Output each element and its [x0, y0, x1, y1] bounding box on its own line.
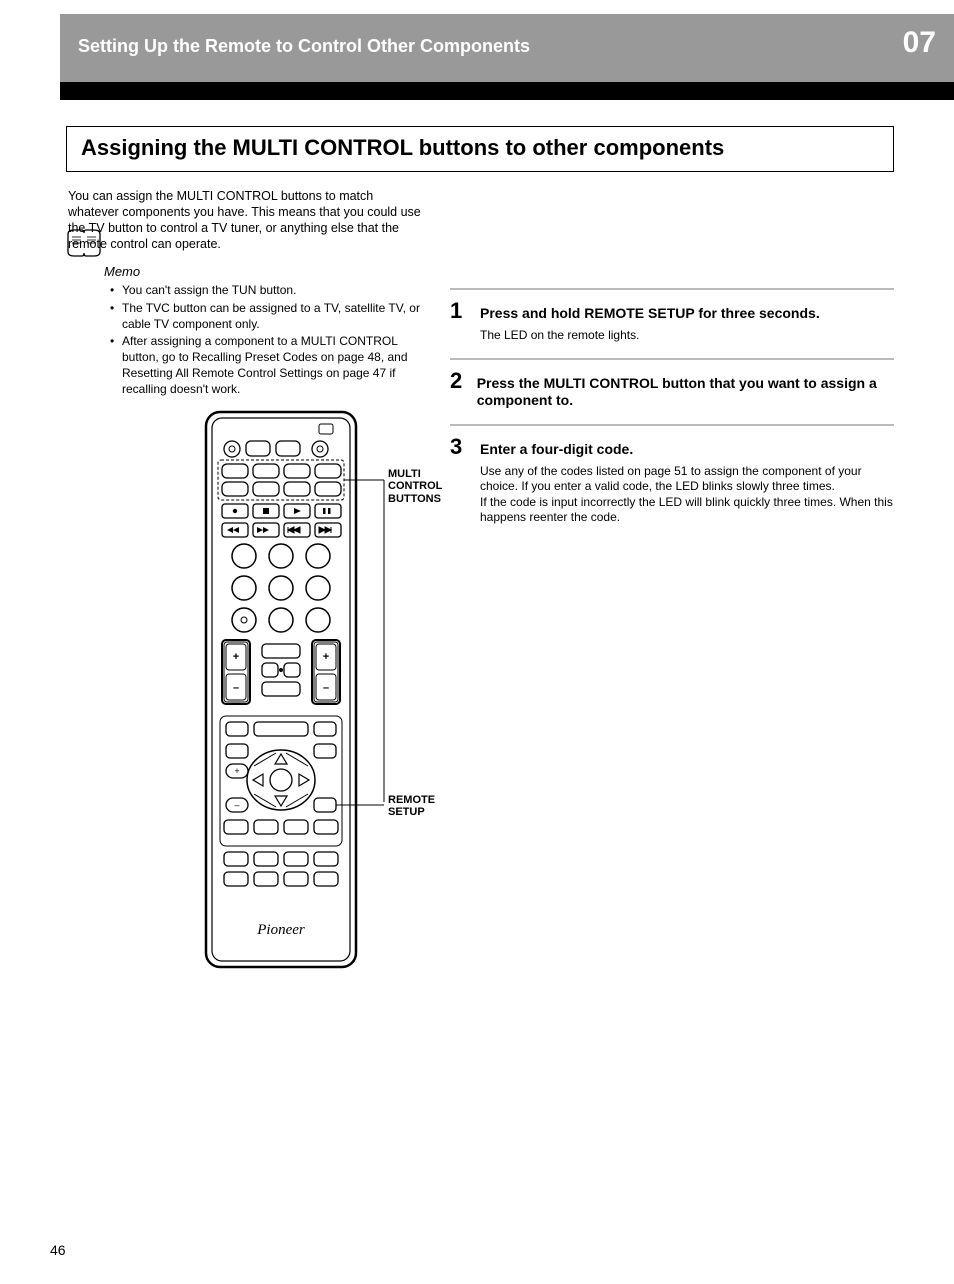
- step-3: 3 Enter a four-digit code. Use any of th…: [450, 424, 894, 526]
- svg-text:+: +: [233, 651, 239, 663]
- page-number: 46: [50, 1242, 66, 1258]
- remote-illustration: + – + –: [136, 404, 426, 979]
- step-body: The LED on the remote lights.: [480, 328, 894, 344]
- step-1: 1 Press and hold REMOTE SETUP for three …: [450, 288, 894, 344]
- intro-text: You can assign the MULTI CONTROL buttons…: [68, 188, 426, 252]
- memo-item: You can't assign the TUN button.: [110, 283, 426, 299]
- step-title: Enter a four-digit code.: [480, 441, 633, 459]
- svg-text:+: +: [234, 766, 239, 776]
- chapter-header-black: [60, 82, 954, 100]
- memo-item: After assigning a component to a MULTI C…: [110, 334, 426, 397]
- chapter-num: 07: [903, 28, 936, 58]
- step-title: Press the MULTI CONTROL button that you …: [477, 375, 894, 410]
- svg-text:+: +: [323, 651, 329, 663]
- callout-multi: MULTI CONTROL BUTTONS: [388, 468, 458, 506]
- chapter-header-grey: Setting Up the Remote to Control Other C…: [60, 14, 954, 82]
- step-title: Press and hold REMOTE SETUP for three se…: [480, 305, 820, 323]
- section-title: Assigning the MULTI CONTROL buttons to o…: [66, 126, 894, 172]
- step-2: 2 Press the MULTI CONTROL button that yo…: [450, 358, 894, 410]
- step-num: 3: [450, 434, 470, 460]
- svg-text:–: –: [233, 682, 239, 694]
- memo-list: You can't assign the TUN button. The TVC…: [110, 283, 426, 398]
- svg-text:–: –: [234, 800, 239, 810]
- brand-text: Pioneer: [256, 922, 305, 938]
- memo-icon: [66, 228, 102, 258]
- memo-item: The TVC button can be assigned to a TV, …: [110, 301, 426, 333]
- memo-label: Memo: [104, 264, 426, 279]
- svg-text:–: –: [323, 682, 329, 694]
- chapter-title: Setting Up the Remote to Control Other C…: [78, 36, 530, 57]
- step-body: Use any of the codes listed on page 51 t…: [480, 464, 894, 526]
- step-num: 1: [450, 298, 470, 324]
- callout-setup: REMOTE SETUP: [388, 794, 458, 819]
- step-num: 2: [450, 368, 467, 394]
